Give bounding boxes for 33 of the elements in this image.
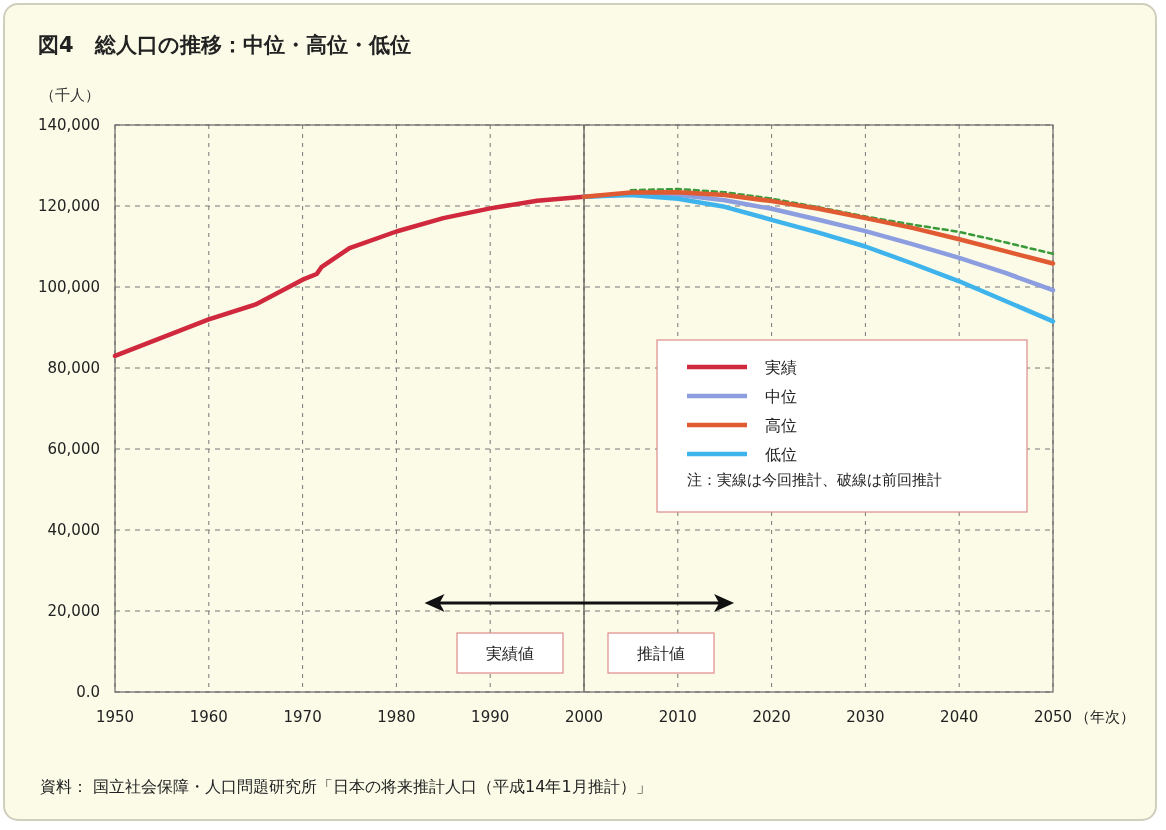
x-tick-label: 2020 (752, 708, 791, 726)
x-axis-title: （年次） (1075, 708, 1135, 726)
x-tick-label: 2040 (940, 708, 979, 726)
x-tick-label: 2050 (1033, 708, 1073, 726)
y-axis-title: （千人） (40, 86, 100, 104)
y-tick-label: 80,000 (47, 359, 100, 377)
legend-label: 低位 (765, 445, 797, 464)
x-tick-label: 2030 (846, 708, 885, 726)
y-tick-label: 140,000 (37, 116, 100, 134)
y-tick-label: 40,000 (47, 521, 100, 539)
x-tick-label: 1990 (471, 708, 510, 726)
x-tick-label: 2010 (658, 708, 697, 726)
y-tick-label: 100,000 (37, 278, 100, 296)
legend-label: 高位 (765, 416, 797, 435)
legend-label: 中位 (765, 387, 797, 406)
x-tick-label: 1960 (189, 708, 228, 726)
y-tick-label: 20,000 (47, 602, 100, 620)
x-tick-label: 1950 (95, 708, 135, 726)
y-tick-label: 120,000 (37, 197, 100, 215)
chart-title: 図4 総人口の推移：中位・高位・低位 (38, 33, 411, 57)
y-tick-label: 0.0 (76, 683, 100, 701)
annotation: 注：実線は今回推計、破線は前回推計 (687, 471, 942, 489)
annotation: 推計値 (637, 644, 685, 663)
x-tick-label: 1980 (377, 708, 416, 726)
line-series (581, 189, 1056, 266)
y-tick-label: 60,000 (47, 440, 100, 458)
x-tick-label: 1970 (283, 708, 322, 726)
text: 資料： 国立社会保障・人口問題研究所「日本の将来推計人口（平成14年1月推計）」 (40, 777, 652, 796)
line-series (629, 187, 1055, 256)
annotation: 実績値 (486, 644, 534, 663)
line-series (112, 194, 587, 359)
legend-label: 実績 (765, 358, 797, 377)
x-tick-label: 2000 (564, 708, 604, 726)
